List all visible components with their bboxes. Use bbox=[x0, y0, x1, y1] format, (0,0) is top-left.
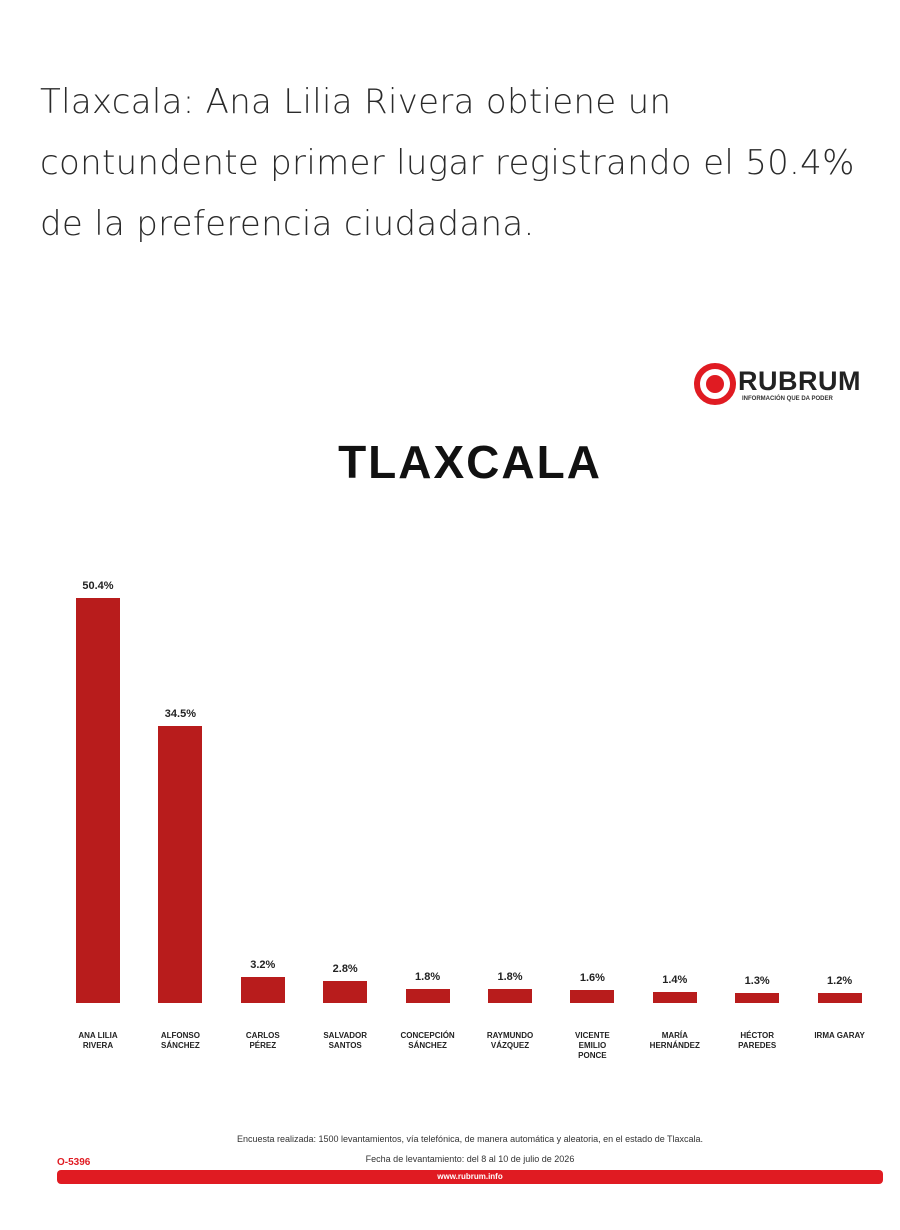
category-label: VICENTE EMILIO PONCE bbox=[575, 1031, 610, 1060]
bar bbox=[240, 977, 285, 1003]
bar bbox=[570, 990, 615, 1003]
category-label: IRMA GARAY bbox=[814, 1031, 865, 1040]
category-label: RAYMUNDO VÁZQUEZ bbox=[486, 1031, 534, 1050]
value-label: 1.4% bbox=[662, 973, 688, 986]
bar bbox=[76, 598, 120, 1003]
survey-date: Fecha de levantamiento: del 8 al 10 de j… bbox=[365, 1154, 575, 1164]
value-label: 3.2% bbox=[250, 959, 276, 972]
category-label: ANA LILIA RIVERA bbox=[78, 1031, 118, 1050]
value-label: 1.3% bbox=[744, 974, 770, 987]
survey-code: O-5396 bbox=[57, 1157, 91, 1168]
logo-dot bbox=[706, 375, 724, 393]
brand-name: RUBRUM bbox=[738, 366, 861, 396]
chart-title: TLAXCALA bbox=[338, 436, 602, 488]
brand-tagline: INFORMACIÓN QUE DA PODER bbox=[742, 396, 833, 402]
bar bbox=[158, 725, 203, 1003]
value-label: 2.8% bbox=[332, 962, 358, 975]
bar bbox=[323, 980, 368, 1003]
bar bbox=[488, 988, 532, 1003]
value-label: 1.8% bbox=[415, 970, 441, 983]
value-label: 50.4% bbox=[82, 580, 114, 592]
value-label: 1.6% bbox=[579, 972, 605, 985]
value-label: 1.2% bbox=[827, 975, 853, 988]
category-label: HÉCTOR PAREDES bbox=[738, 1031, 777, 1050]
category-label: CONCEPCIÓN SÁNCHEZ bbox=[400, 1031, 455, 1050]
logo-ring bbox=[694, 363, 736, 405]
category-label: ALFONSO SÁNCHEZ bbox=[160, 1031, 200, 1050]
value-label: 34.5% bbox=[164, 707, 196, 720]
bar bbox=[405, 988, 450, 1003]
footnote: Encuesta realizada: 1500 levantamientos,… bbox=[236, 1134, 704, 1144]
bar bbox=[817, 993, 862, 1003]
bar bbox=[652, 991, 697, 1003]
category-label: MARÍA HERNÁNDEZ bbox=[649, 1031, 700, 1050]
bar bbox=[735, 992, 780, 1003]
value-label: 1.8% bbox=[497, 970, 523, 983]
headline: Tlaxcala: Ana Lilia Rivera obtiene un co… bbox=[40, 82, 855, 244]
category-label: CARLOS PÉREZ bbox=[245, 1031, 280, 1050]
category-label: SALVADOR SANTOS bbox=[323, 1031, 368, 1050]
url-bar: www.rubrum.info bbox=[57, 1170, 883, 1184]
